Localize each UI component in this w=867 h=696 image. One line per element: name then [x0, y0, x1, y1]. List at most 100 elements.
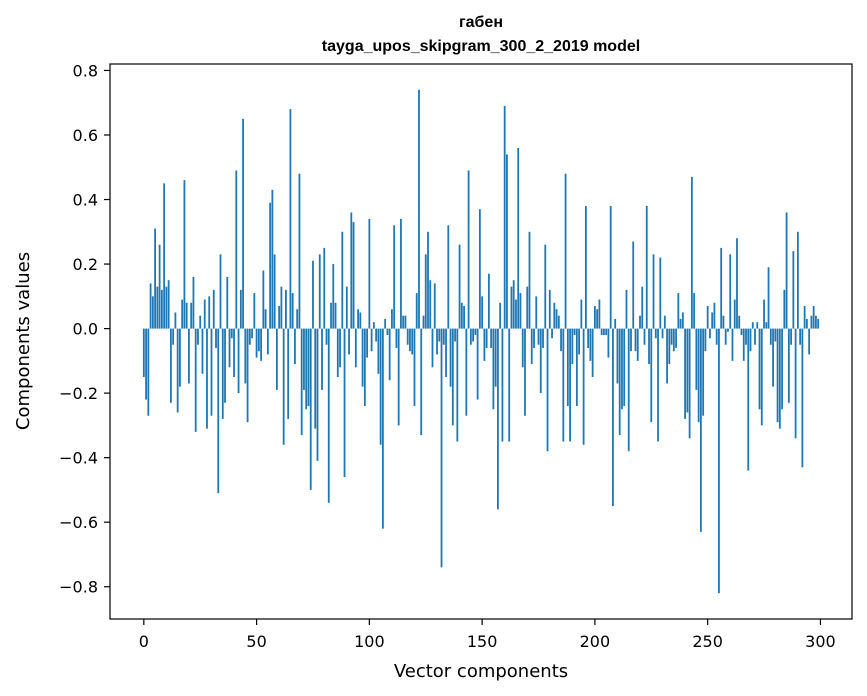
bar — [151, 296, 154, 329]
bar — [350, 212, 353, 329]
bar — [158, 244, 161, 329]
bar — [616, 328, 619, 384]
bar — [497, 328, 499, 510]
bar — [179, 328, 181, 387]
bar — [447, 225, 450, 329]
bar — [679, 318, 682, 329]
bar — [424, 254, 427, 329]
bar — [287, 328, 290, 419]
bar — [332, 264, 335, 329]
bar — [224, 328, 226, 403]
bar — [228, 328, 231, 368]
bar — [377, 328, 380, 374]
bar — [257, 328, 260, 352]
bar — [603, 328, 605, 336]
x-axis-ticks: 0 50 100 150 200 250 300 — [139, 619, 836, 651]
bar — [580, 299, 583, 329]
bar — [684, 328, 686, 419]
bar — [724, 328, 727, 345]
bar — [677, 293, 680, 329]
bar — [729, 254, 732, 329]
bar — [246, 328, 249, 423]
bar — [517, 147, 520, 329]
bar — [805, 318, 808, 329]
bar — [584, 205, 587, 329]
bar — [391, 309, 393, 329]
bar — [271, 189, 274, 329]
bar — [564, 173, 567, 329]
bar — [368, 218, 371, 329]
bar — [767, 267, 770, 329]
bar — [454, 328, 456, 342]
bar — [327, 328, 330, 503]
bar — [280, 286, 283, 329]
bar — [266, 328, 269, 355]
bar — [657, 328, 659, 442]
bar — [810, 315, 813, 329]
bar — [815, 315, 817, 329]
x-tick-label: 150 — [467, 632, 498, 651]
bar — [361, 328, 364, 387]
bar — [181, 299, 184, 329]
x-tick-label: 100 — [354, 632, 385, 651]
bar — [163, 183, 166, 329]
bar — [512, 280, 515, 329]
bar — [336, 328, 339, 377]
bar — [203, 299, 206, 329]
bar — [519, 293, 522, 329]
bar — [738, 315, 741, 329]
y-tick-label: −0.2 — [59, 384, 98, 403]
bar — [686, 328, 689, 413]
bar — [318, 254, 321, 329]
bar — [298, 173, 301, 329]
bar — [449, 328, 452, 387]
bar — [147, 328, 150, 416]
bar — [808, 328, 811, 355]
bar — [397, 328, 400, 426]
bar — [582, 328, 585, 445]
bar — [183, 180, 186, 329]
bars-group — [142, 89, 820, 594]
bar — [718, 328, 720, 594]
bar — [740, 328, 743, 336]
bar — [598, 299, 601, 329]
bar — [422, 315, 425, 329]
bar — [566, 328, 569, 407]
x-tick-label: 300 — [805, 632, 836, 651]
bar — [490, 328, 493, 348]
bar — [695, 328, 698, 390]
bar — [625, 289, 628, 329]
bar — [476, 328, 479, 400]
bar — [221, 328, 224, 419]
chart-title: габен — [459, 14, 503, 31]
bar — [384, 318, 387, 329]
bar — [535, 296, 538, 329]
bar — [654, 328, 657, 339]
bar — [431, 328, 434, 368]
bar — [526, 286, 529, 329]
bar — [600, 328, 603, 336]
bar — [379, 328, 382, 445]
bar — [699, 328, 702, 532]
bar — [375, 328, 378, 342]
bar — [499, 302, 502, 329]
bar — [251, 328, 253, 339]
bar — [548, 289, 551, 329]
y-tick-label: −0.8 — [59, 578, 98, 597]
bar — [785, 212, 788, 329]
y-tick-label: 0.8 — [73, 61, 98, 80]
bar — [316, 328, 319, 461]
bar — [763, 299, 765, 329]
bar — [334, 302, 337, 329]
bar — [799, 328, 802, 345]
bar — [348, 328, 350, 355]
bar — [436, 328, 438, 355]
bar — [217, 328, 220, 494]
bar — [235, 170, 238, 329]
bar — [551, 328, 553, 339]
bar — [145, 328, 147, 400]
y-axis-ticks: −0.8 −0.6 −0.4 −0.2 0.0 0.2 0.4 0.6 0.8 — [59, 61, 110, 597]
bar — [715, 328, 718, 345]
bar — [776, 328, 779, 423]
bar — [154, 228, 156, 329]
